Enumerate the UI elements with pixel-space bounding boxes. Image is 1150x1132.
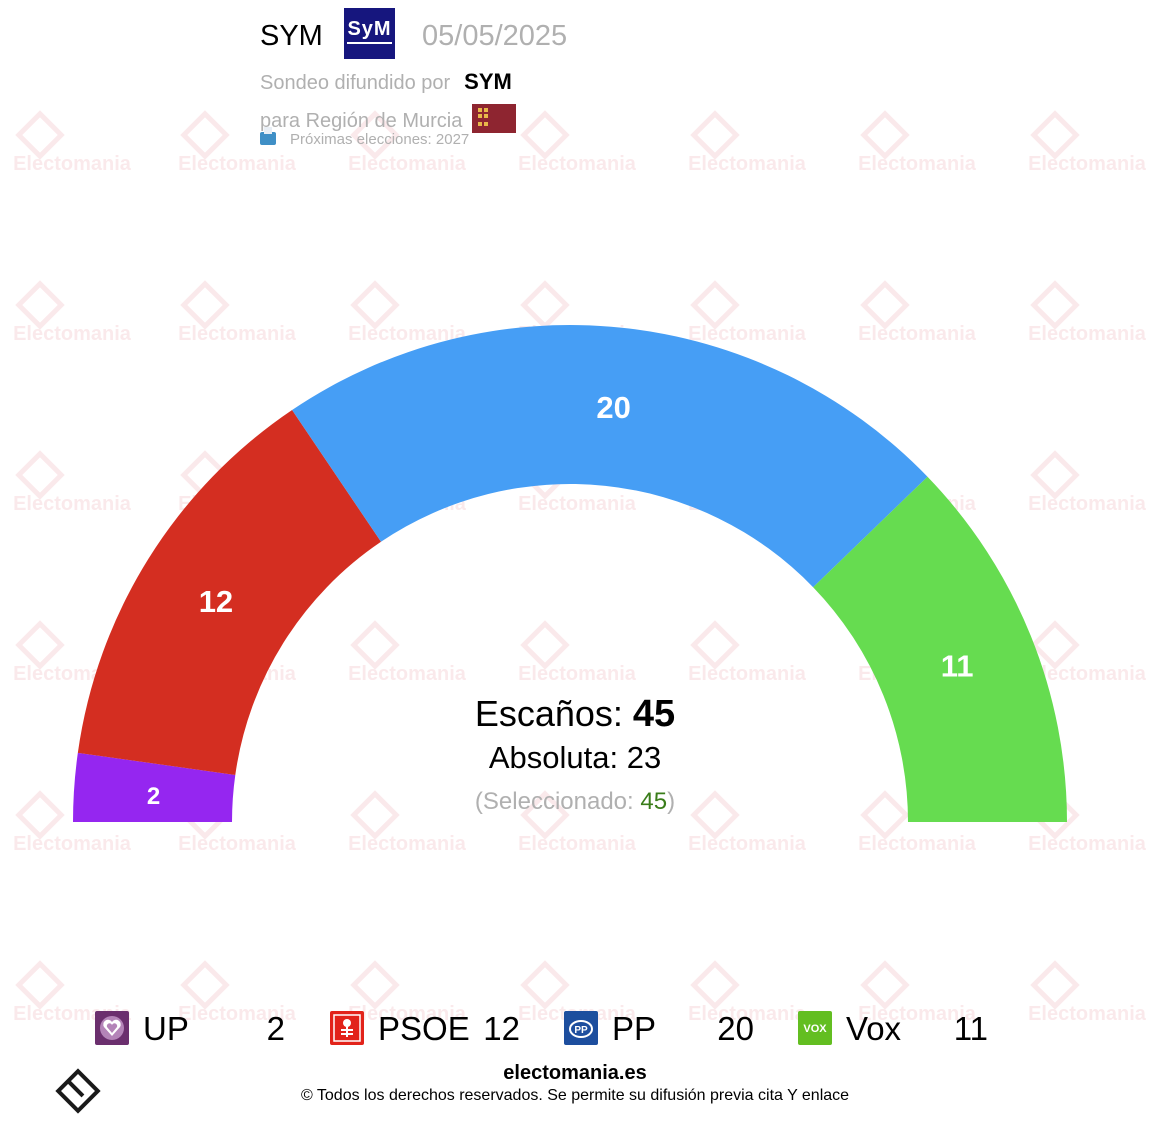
- ballot-box-icon: [260, 127, 276, 145]
- diffused-by: Sondeo difundido por SYM: [260, 69, 512, 94]
- pollster-logo: SyM: [344, 8, 395, 59]
- segment-up[interactable]: [73, 752, 236, 822]
- segment-vox[interactable]: [813, 476, 1067, 822]
- segment-label-pp: 20: [596, 390, 630, 425]
- next-elections: Próximas elecciones: 2027: [260, 127, 469, 148]
- legend-name-psoe: PSOE: [378, 1010, 470, 1047]
- vox-icon: VOX: [798, 1011, 832, 1045]
- segment-label-vox: 11: [941, 649, 974, 684]
- site-name: electomania.es: [503, 1062, 647, 1084]
- seats-total: Escaños: 45: [474, 693, 676, 735]
- pollster-name: SYM: [260, 20, 323, 52]
- poll-date: 05/05/2025: [422, 20, 568, 52]
- legend-value-up: 2: [266, 1010, 285, 1047]
- diffused-by-pollster: SYM: [464, 69, 512, 94]
- legend-value-pp: 20: [717, 1010, 754, 1047]
- psoe-rose-icon: [330, 1011, 364, 1045]
- region-line: para Región de Murcia: [260, 104, 516, 133]
- legend-name-up: UP: [143, 1010, 189, 1047]
- segment-label-psoe: 12: [199, 584, 233, 619]
- segment-psoe[interactable]: [77, 409, 381, 775]
- svg-text:VOX: VOX: [803, 1023, 827, 1035]
- svg-text:PP: PP: [574, 1025, 588, 1036]
- legend-value-vox: 11: [953, 1010, 988, 1047]
- up-heart-icon: [95, 1011, 129, 1045]
- murcia-flag-icon: [471, 104, 516, 133]
- legend-name-vox: Vox: [846, 1010, 902, 1047]
- absolute-majority: Absoluta: 23: [488, 740, 662, 775]
- legend-value-psoe: 12: [483, 1010, 520, 1047]
- selected-seats: (Seleccionado: 45): [474, 788, 676, 815]
- electomania-logo-icon: [55, 1068, 101, 1114]
- seats-total-value: 45: [632, 693, 676, 735]
- pp-gull-icon: PP: [564, 1011, 598, 1045]
- legend-name-pp: PP: [612, 1010, 657, 1047]
- copyright: © Todos los derechos reservados. Se perm…: [300, 1087, 850, 1104]
- segment-label-up: 2: [147, 783, 160, 810]
- segment-pp[interactable]: [292, 324, 928, 588]
